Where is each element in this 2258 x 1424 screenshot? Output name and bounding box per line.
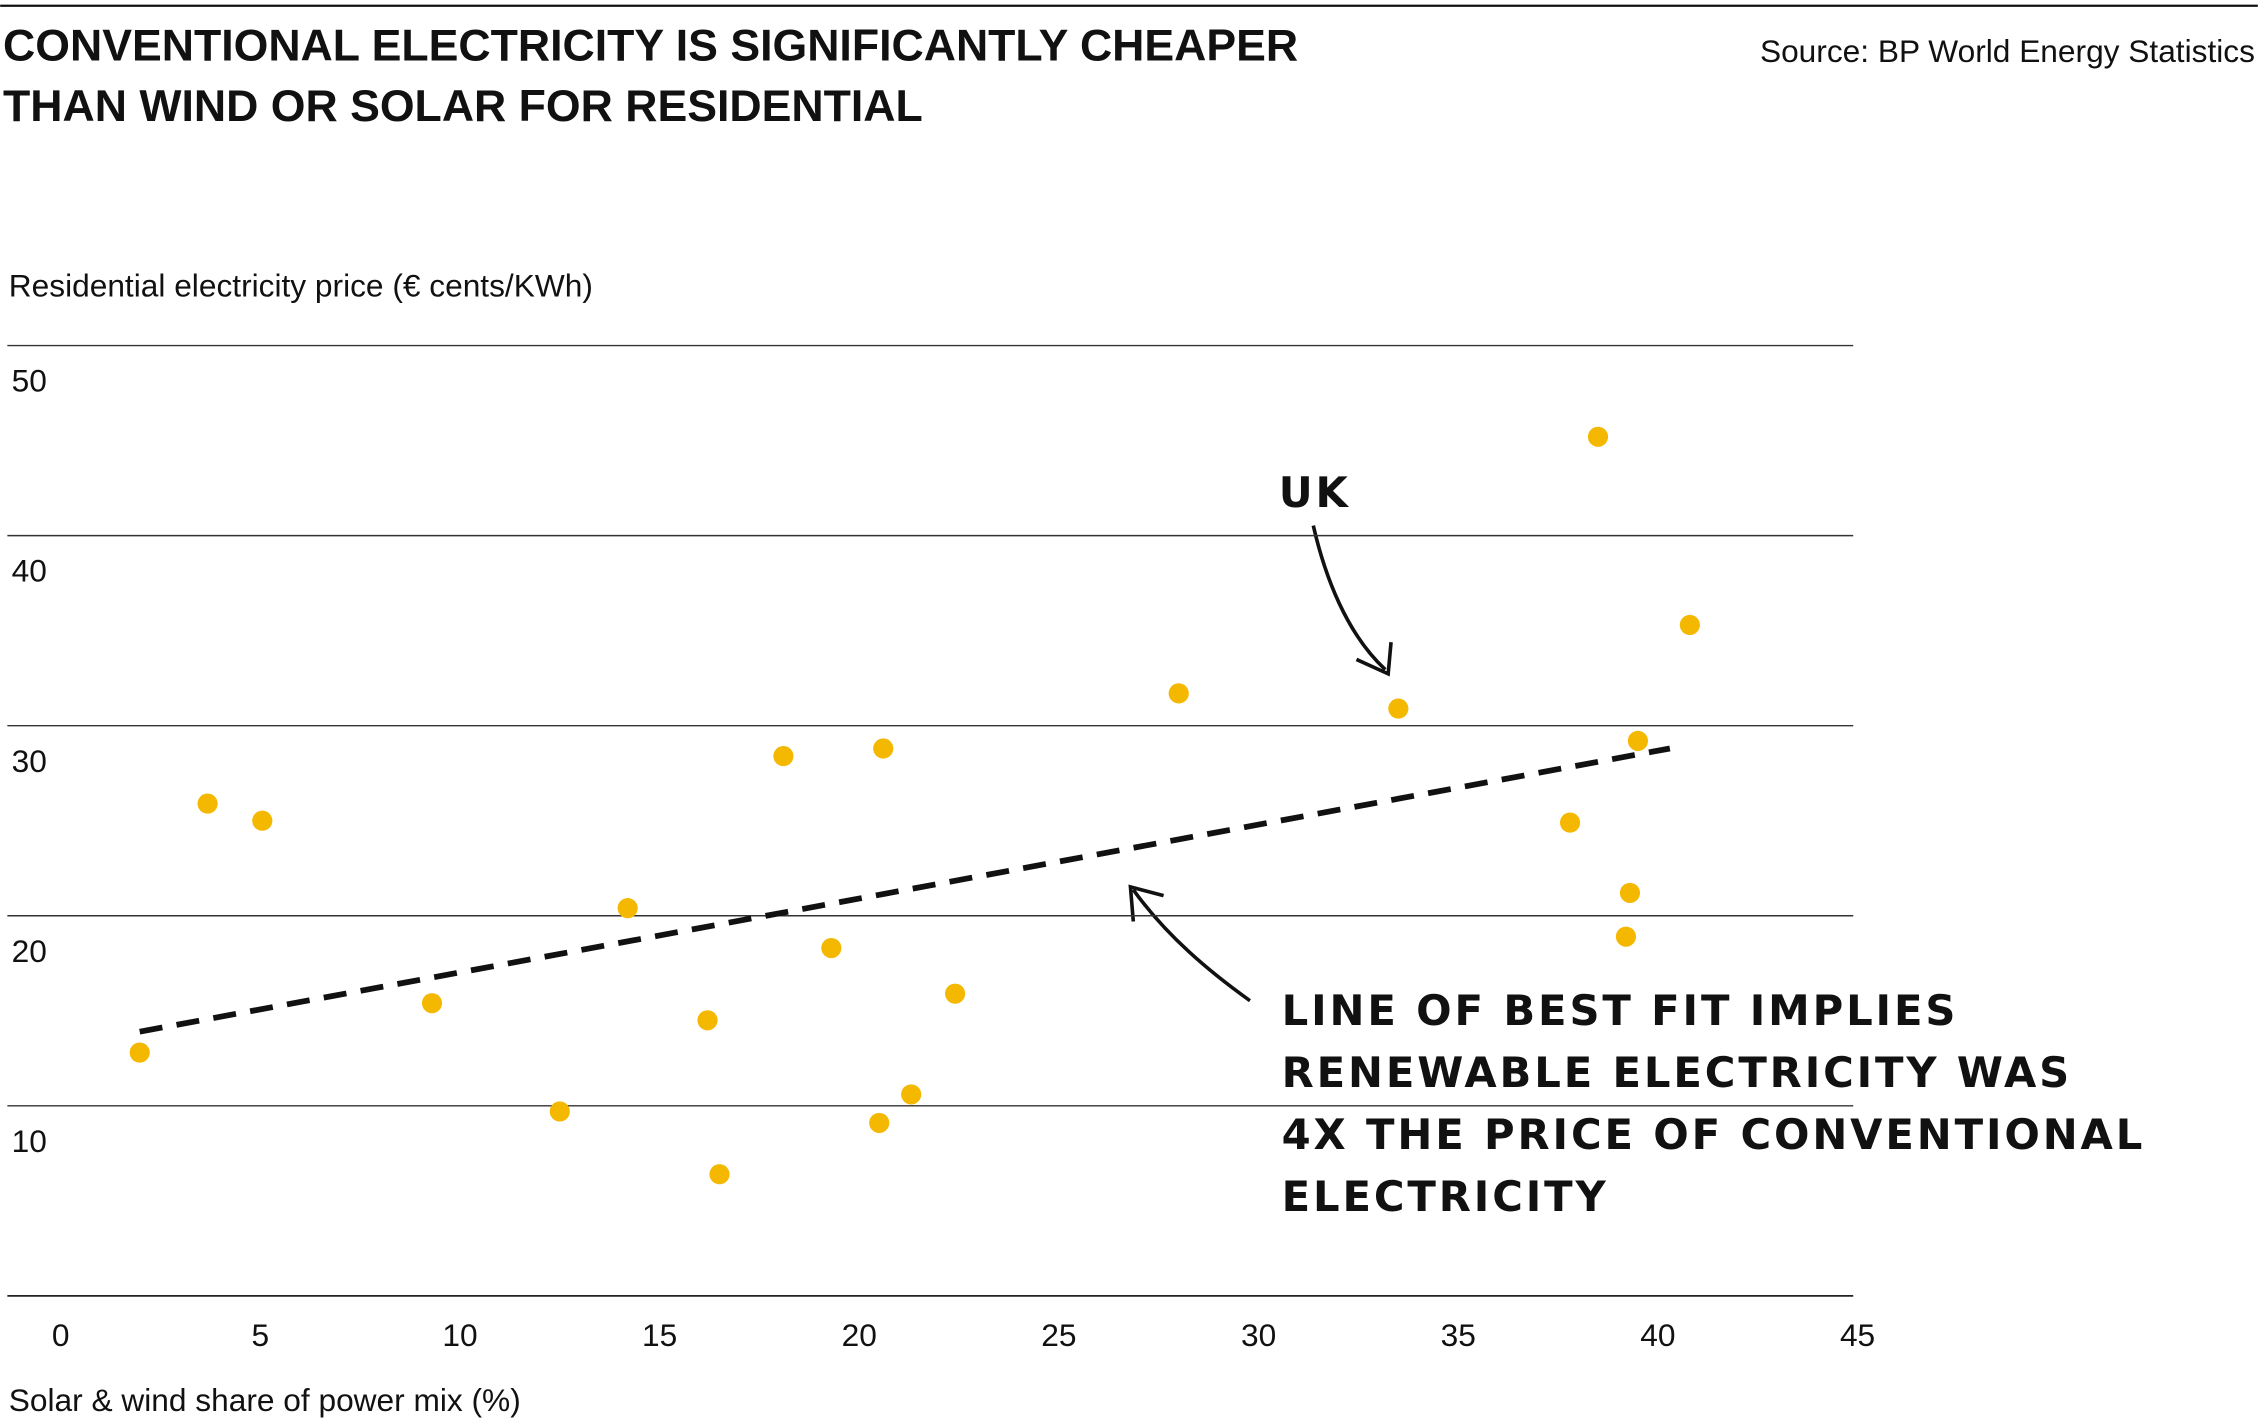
point bbox=[1679, 614, 1700, 636]
point bbox=[709, 1164, 730, 1185]
annotation: UK bbox=[1279, 468, 1351, 517]
x-tick-label: 40 bbox=[1640, 1317, 1675, 1353]
y-axis-label: Residential electricity price (€ cents/K… bbox=[9, 268, 593, 304]
grid bbox=[7, 344, 1854, 1297]
point bbox=[1587, 426, 1609, 447]
point bbox=[945, 983, 966, 1004]
point bbox=[1627, 730, 1649, 751]
y-tick-label: 10 bbox=[12, 1123, 47, 1159]
annotation-line: RENEWABLE ELECTRICITY WAS bbox=[1282, 1048, 2073, 1097]
y-tick-label: 20 bbox=[12, 933, 47, 969]
annotation-line: ELECTRICITY bbox=[1282, 1172, 1609, 1221]
x-tick-label: 0 bbox=[52, 1317, 70, 1353]
x-tick-label: 35 bbox=[1441, 1317, 1476, 1353]
annotation-line: 4X THE PRICE OF CONVENTIONAL bbox=[1282, 1110, 2146, 1159]
point bbox=[869, 1112, 890, 1133]
arrowhead bbox=[1355, 642, 1393, 677]
point bbox=[773, 746, 794, 767]
x-tick-label: 10 bbox=[442, 1317, 477, 1353]
x-tick-label: 30 bbox=[1241, 1317, 1276, 1353]
x-tick-label: 20 bbox=[842, 1317, 877, 1353]
source: Source: BP World Energy Statistics bbox=[1760, 33, 2255, 69]
point bbox=[1559, 812, 1581, 833]
point bbox=[129, 1042, 150, 1063]
point bbox=[1619, 882, 1641, 904]
point bbox=[821, 937, 842, 959]
x-axis-label: Solar & wind share of power mix (%) bbox=[9, 1382, 521, 1418]
point bbox=[197, 793, 218, 814]
point bbox=[421, 993, 443, 1014]
y-tick-label: 50 bbox=[12, 363, 47, 399]
point bbox=[901, 1084, 922, 1105]
annotation-line: LINE OF BEST FIT IMPLIES bbox=[1282, 986, 1959, 1035]
annotation-block: LINE OF BEST FIT IMPLIES RENEWABLE ELECTR… bbox=[1282, 986, 2146, 1221]
arrow bbox=[1311, 525, 1387, 671]
point bbox=[697, 1010, 718, 1031]
y-tick-label: 30 bbox=[12, 743, 47, 779]
point bbox=[1168, 683, 1189, 704]
chart-title: THAN WIND OR SOLAR FOR RESIDENTIAL bbox=[3, 82, 923, 131]
arrowhead bbox=[1128, 884, 1165, 922]
point bbox=[252, 810, 273, 831]
point bbox=[617, 898, 638, 919]
x-tick-label: 15 bbox=[642, 1317, 677, 1353]
chart-title: CONVENTIONAL ELECTRICITY IS SIGNIFICANTL… bbox=[3, 21, 1298, 70]
point bbox=[873, 738, 894, 759]
x-tick-label: 25 bbox=[1041, 1317, 1076, 1353]
arrow bbox=[1131, 888, 1251, 1003]
y-tick-label: 40 bbox=[12, 553, 47, 589]
point bbox=[1388, 698, 1409, 719]
point bbox=[549, 1101, 570, 1122]
point bbox=[1615, 926, 1637, 947]
x-tick-label: 45 bbox=[1840, 1317, 1875, 1353]
x-tick-label: 5 bbox=[251, 1317, 269, 1353]
